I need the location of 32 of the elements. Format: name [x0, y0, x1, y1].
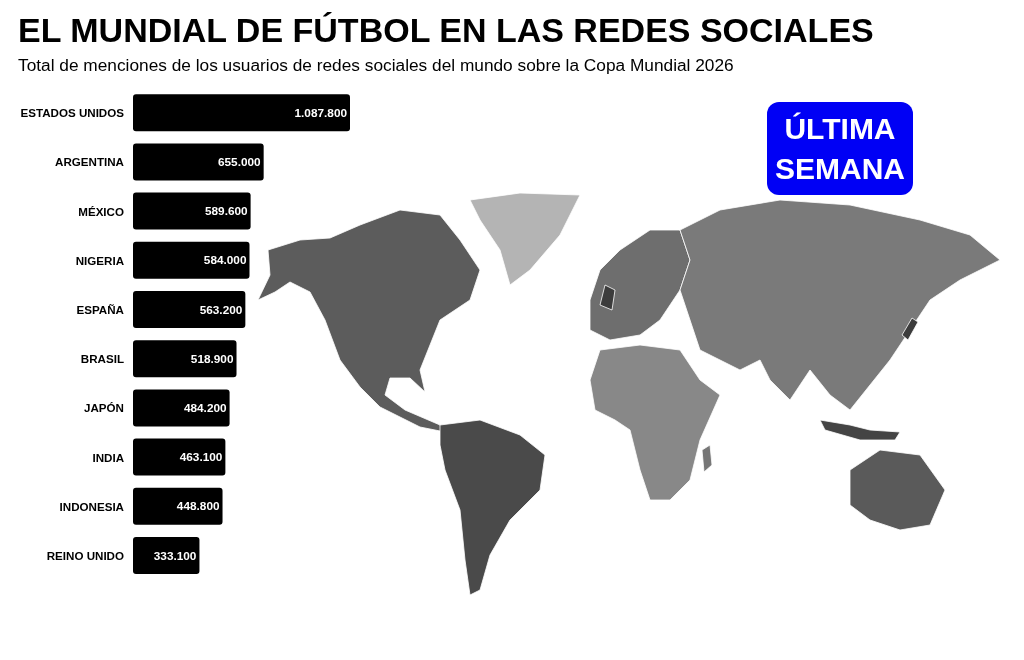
y-tick-label: BRASIL	[80, 352, 124, 366]
y-tick-label: NIGERIA	[75, 253, 125, 267]
data-label: 518.900	[190, 351, 234, 366]
bar	[133, 340, 237, 378]
bar	[133, 389, 230, 427]
chart-subtitle: Total de menciones de los usuarios de redes sociales del mundo sobre la Copa Mundial 2026	[18, 55, 734, 76]
text: ÚLTIMA SEMANA	[767, 102, 913, 195]
data-label: 655.000	[218, 155, 262, 170]
bar	[133, 143, 264, 181]
bar	[133, 241, 250, 279]
y-tick-label: JAPÓN	[84, 401, 124, 415]
data-label: 333.100	[153, 548, 197, 563]
y-tick-label: ESTADOS UNIDOS	[20, 106, 125, 120]
data-label: 584.000	[203, 253, 247, 268]
data-label: 563.200	[199, 302, 243, 317]
text: EL MUNDIAL DE FÚTBOL EN LAS REDES SOCIALES	[18, 10, 874, 50]
y-tick-label: INDIA	[92, 450, 125, 464]
y-tick-label: ESPAÑA	[76, 302, 125, 316]
data-label: 448.800	[176, 499, 220, 514]
bar	[133, 291, 246, 328]
bar	[133, 94, 350, 132]
y-tick-label: MÉXICO	[78, 204, 124, 218]
y-tick-label: ARGENTINA	[55, 155, 125, 169]
bar	[133, 192, 251, 230]
data-label: 463.100	[179, 450, 223, 465]
y-tick-label: REINO UNIDO	[46, 548, 124, 562]
y-tick-label: INDONESIA	[59, 499, 125, 513]
bar	[133, 487, 223, 525]
bar	[133, 438, 226, 476]
data-label: 589.600	[204, 204, 249, 219]
data-label: 484.200	[183, 401, 228, 416]
data-label: 1.087.800	[294, 105, 348, 120]
